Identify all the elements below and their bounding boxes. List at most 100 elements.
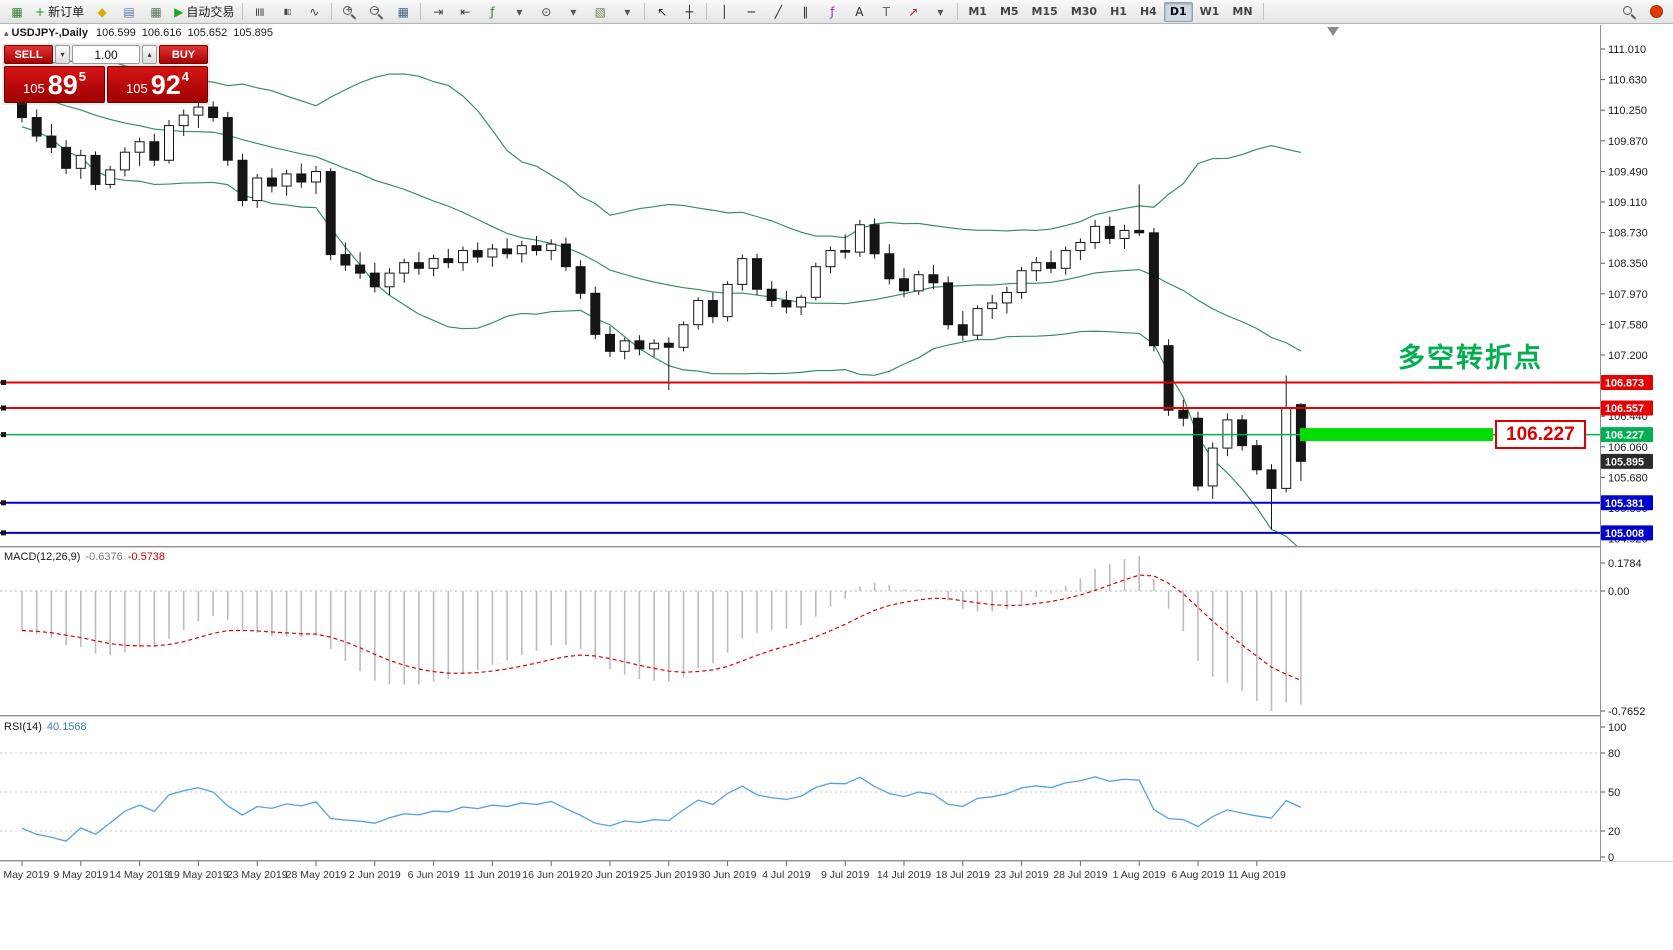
date-label: 11 Aug 2019 xyxy=(1228,869,1286,881)
timeframe-button-H1[interactable]: H1 xyxy=(1110,5,1127,18)
candlestick-chart-icon[interactable]: ▮▯ xyxy=(274,1,300,23)
text-icon[interactable]: A xyxy=(846,1,872,23)
candle xyxy=(884,253,895,280)
timeframe-button-MN[interactable]: MN xyxy=(1232,5,1253,18)
new-order-button[interactable]: + 新订单 xyxy=(35,4,85,19)
level-handle[interactable] xyxy=(1,432,6,438)
data-window-icon-glyph: ▦ xyxy=(150,4,162,19)
channel-icon[interactable]: ∥ xyxy=(792,1,818,23)
candle xyxy=(1046,262,1056,269)
macd-signal-value: -0.5738 xyxy=(127,551,166,563)
candle xyxy=(428,258,439,269)
timeframe-button-M5[interactable]: M5 xyxy=(999,5,1019,18)
rsi-value: 40.1568 xyxy=(46,721,87,733)
date-label: 6 Jun 2019 xyxy=(408,869,460,881)
timeframe-button-M30[interactable]: M30 xyxy=(1070,5,1098,18)
crosshair-icon[interactable]: ┼ xyxy=(676,1,702,23)
volume-increase-button[interactable]: ▴ xyxy=(142,45,157,64)
volume-input[interactable] xyxy=(72,45,140,64)
indicators-icon[interactable]: ƒ xyxy=(479,1,505,23)
timeframe-button-M1[interactable]: M1 xyxy=(968,5,987,18)
autotrading-button[interactable]: ▶ 自动交易 xyxy=(174,4,235,19)
auto-scroll-icon-glyph: ⇥ xyxy=(433,4,444,19)
metaeditor-icon-glyph: ◆ xyxy=(97,4,107,19)
timeframe-button-D1[interactable]: D1 xyxy=(1163,1,1193,22)
timeframe-button-M15[interactable]: M15 xyxy=(1031,5,1058,18)
app-icon[interactable]: ▦ xyxy=(4,1,30,23)
periods-caret-icon-glyph: ▾ xyxy=(570,4,577,19)
trendline-icon[interactable]: ╱ xyxy=(765,1,791,23)
level-handle[interactable] xyxy=(1,405,6,411)
vertical-line-icon[interactable]: │ xyxy=(711,1,737,23)
date-label: 5 May 2019 xyxy=(0,869,50,881)
indicators-caret-icon[interactable]: ▾ xyxy=(506,1,532,23)
text-label-icon-glyph: T xyxy=(882,4,890,19)
level-highlight-bar[interactable] xyxy=(1300,428,1493,442)
community-icon[interactable] xyxy=(1643,1,1669,23)
candle xyxy=(178,114,189,127)
candle xyxy=(1134,229,1145,234)
cursor-icon[interactable]: ↖ xyxy=(649,1,675,23)
candle xyxy=(516,245,527,255)
line-chart-icon[interactable]: ∿ xyxy=(301,1,327,23)
periods-caret-icon[interactable]: ▾ xyxy=(560,1,586,23)
toolbar-separator xyxy=(706,3,708,20)
auto-scroll-icon[interactable]: ⇥ xyxy=(425,1,451,23)
price-scale[interactable]: 111.010 110.630 110.250 109.870 109.490 109.1… xyxy=(1600,25,1673,864)
fibonacci-icon[interactable]: ƒ xyxy=(819,1,845,23)
candle xyxy=(1016,270,1027,293)
rsi-scale-label: 20 xyxy=(1608,826,1620,838)
timeframe-button-W1[interactable]: W1 xyxy=(1199,5,1220,18)
indicators-caret-icon-glyph: ▾ xyxy=(516,4,523,19)
sell-button[interactable]: SELL xyxy=(4,45,53,64)
candle xyxy=(1031,262,1042,272)
chart-shift-marker[interactable] xyxy=(1327,27,1339,36)
main-panel xyxy=(0,27,1600,546)
text-label-icon[interactable]: T xyxy=(873,1,899,23)
chart-shift-icon[interactable]: ⇤ xyxy=(452,1,478,23)
buy-price-button[interactable]: 105 92 4 xyxy=(107,66,208,103)
price-marker-106.557: 106.557 xyxy=(1601,400,1653,416)
annotation-text-object[interactable]: 多空转折点 xyxy=(1398,343,1543,374)
candle xyxy=(737,258,748,285)
level-handle[interactable] xyxy=(1,530,6,536)
templates-icon[interactable]: ▧ xyxy=(587,1,613,23)
buy-button[interactable]: BUY xyxy=(159,45,208,64)
level-handle[interactable] xyxy=(1,500,6,506)
chart-symbol-label: ▴ USDJPY-,Daily 106.599 106.616 105.652 105.8… xyxy=(4,27,279,39)
panel-separator[interactable] xyxy=(0,860,1673,862)
level-handle[interactable] xyxy=(1,380,6,386)
zoom-out-icon: − xyxy=(369,5,383,19)
volume-decrease-button[interactable]: ▾ xyxy=(55,45,70,64)
bars-chart-icon[interactable]: ≣ xyxy=(247,1,273,23)
arrows-caret-icon[interactable]: ▾ xyxy=(927,1,953,23)
candle xyxy=(752,258,762,290)
templates-caret-icon[interactable]: ▾ xyxy=(614,1,640,23)
price-scale-label: 110.250 xyxy=(1608,105,1647,117)
sell-price-button[interactable]: 105 89 5 xyxy=(4,66,105,103)
periods-icon[interactable]: ⊙ xyxy=(533,1,559,23)
zoom-out-icon[interactable]: − xyxy=(363,1,389,23)
panel-separator[interactable] xyxy=(0,715,1673,717)
market-watch-icon[interactable]: ▤ xyxy=(116,1,142,23)
search-icon[interactable] xyxy=(1616,1,1642,23)
metaeditor-icon[interactable]: ◆ xyxy=(89,1,115,23)
candle xyxy=(31,117,42,137)
date-label: 23 May 2019 xyxy=(227,869,288,881)
tile-windows-icon[interactable]: ▦ xyxy=(390,1,416,23)
arrows-icon[interactable]: ↗ xyxy=(900,1,926,23)
horizontal-line-icon[interactable]: ─ xyxy=(738,1,764,23)
one-click-collapse-icon[interactable]: ▴ xyxy=(4,28,9,38)
price-level-label[interactable]: 106.227 xyxy=(1495,420,1586,449)
data-window-icon[interactable]: ▦ xyxy=(143,1,169,23)
date-label: 1 Aug 2019 xyxy=(1113,869,1166,881)
toolbar-separator xyxy=(331,3,333,20)
date-label: 16 Jun 2019 xyxy=(522,869,580,881)
candle xyxy=(560,243,571,268)
macd-signal-line xyxy=(21,574,1302,681)
panel-separator[interactable] xyxy=(0,546,1673,548)
timeframe-button-H4[interactable]: H4 xyxy=(1139,5,1157,18)
zoom-in-icon[interactable]: + xyxy=(336,1,362,23)
